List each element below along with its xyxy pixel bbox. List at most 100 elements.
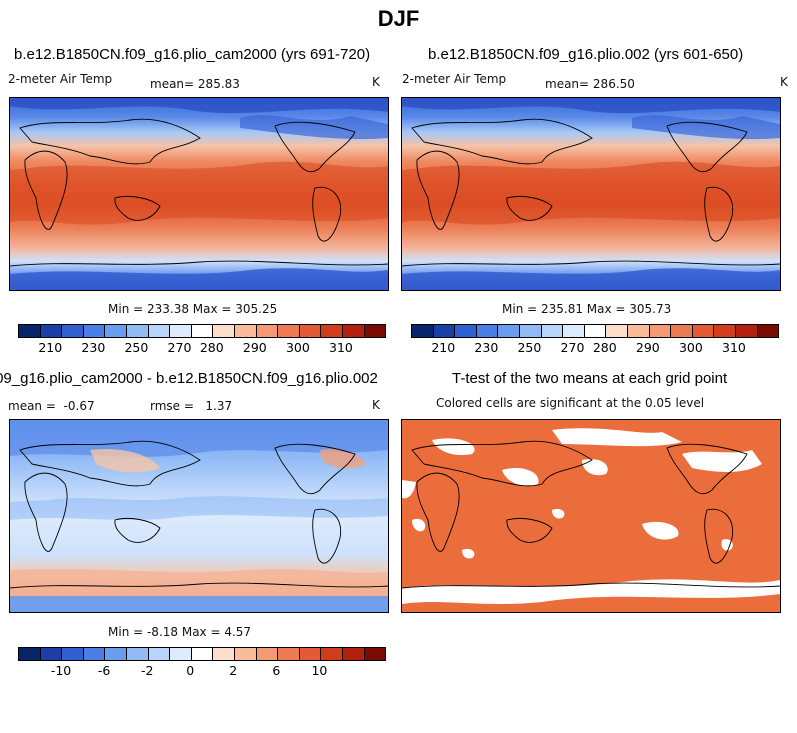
difference-colorbar-cell [126,648,149,660]
temperature-colorbar-cell [342,325,365,337]
difference-colorbar-cell [213,648,235,660]
temperature-colorbar-cell [627,325,650,337]
panel3-rmse: rmse = 1.37 [150,399,232,413]
temperature-colorbar-cell [433,325,456,337]
difference-colorbar-cell [148,648,171,660]
panel3-minmax: Min = -8.18 Max = 4.57 [108,625,252,639]
difference-colorbar [18,647,386,661]
figure-title: DJF [377,6,420,31]
temperature-colorbar-cell [170,325,192,337]
temperature-colorbar-cell [83,325,106,337]
temperature-colorbar-cell [148,325,171,337]
panel3-rmse-label: rmse = [150,399,194,413]
panel3-map [9,419,389,613]
temperature-colorbar-cell [412,325,434,337]
difference-colorbar-tick-label: -10 [50,663,72,678]
difference-colorbar-cell [170,648,192,660]
difference-colorbar-cell [40,648,63,660]
temperature-colorbar-cell [299,325,322,337]
difference-colorbar-cell [321,648,343,660]
difference-colorbar-tick-label: -2 [140,663,154,678]
panel1-title: b.e12.B1850CN.f09_g16.plio_cam2000 (yrs … [14,46,371,63]
temperature-colorbar-cell [455,325,477,337]
temperature-colorbar-tick-label: 210 [38,340,63,355]
temperature-colorbar-cell [584,325,607,337]
panel3-title: b.e12.B1850CN.f09_g16.plio_cam2000 - b.e… [0,370,378,387]
temperature-colorbar-tick-label: 280 [199,340,224,355]
temperature-colorbar-cell [364,325,386,337]
temperature-colorbar-cell [671,325,693,337]
temperature-colorbar-cell [519,325,542,337]
temperature-colorbar-cell [213,325,235,337]
difference-colorbar-cell [342,648,365,660]
difference-colorbar-tick-label: -6 [97,663,111,678]
panel2-mean: mean= 286.50 [545,77,635,91]
difference-colorbar-tick-label: 10 [311,663,328,678]
panel2-title: b.e12.B1850CN.f09_g16.plio.002 (yrs 601-… [428,46,744,63]
difference-colorbar-cell [299,648,322,660]
temperature-colorbar-cell [126,325,149,337]
temperature-colorbar-tick-label: 250 [124,340,149,355]
panel3-mean-value: -0.67 [63,399,95,413]
panel1-map [9,97,389,291]
temperature-colorbar-cell [105,325,127,337]
temperature-colorbar-tick-label: 250 [517,340,542,355]
panel4-significance-field [402,420,780,612]
difference-colorbar-cell [19,648,41,660]
temperature-colorbar-cell [649,325,672,337]
temperature-colorbar-cell [191,325,214,337]
panel1-mean-value: 285.83 [197,77,240,91]
difference-colorbar-cell [234,648,257,660]
panel3-mean: mean = -0.67 [8,399,95,413]
temperature-colorbar-left [18,324,386,338]
temperature-colorbar-cell [19,325,41,337]
difference-colorbar-cell [105,648,127,660]
panel2-units: K [780,75,788,89]
panel1-temperature-field [10,98,388,290]
panel2-mean-value: 286.50 [592,77,635,91]
panel1-minmax: Min = 233.38 Max = 305.25 [108,302,278,316]
difference-colorbar-cell [62,648,84,660]
temperature-colorbar-cell [692,325,715,337]
temperature-colorbar-tick-label: 300 [285,340,310,355]
temperature-colorbar-tick-label: 230 [474,340,499,355]
panel2-variable: 2-meter Air Temp [402,72,507,86]
temperature-colorbar-cell [278,325,300,337]
temperature-colorbar-cell [606,325,628,337]
panel2-map [401,97,781,291]
temperature-colorbar-cell [714,325,736,337]
panel3-units: K [372,398,380,412]
difference-colorbar-cell [191,648,214,660]
panel3-difference-field [10,420,388,612]
panel4-title: T-test of the two means at each grid poi… [452,370,728,387]
temperature-colorbar-tick-label: 290 [242,340,267,355]
difference-colorbar-cell [278,648,300,660]
temperature-colorbar-cell [40,325,63,337]
panel3-mean-label: mean = [8,399,56,413]
difference-colorbar-tick-label: 2 [229,663,238,678]
panel3-title-clip: b.e12.B1850CN.f09_g16.plio_cam2000 - b.e… [0,370,452,387]
temperature-colorbar-cell [757,325,779,337]
temperature-colorbar-cell [476,325,499,337]
temperature-colorbar-cell [256,325,279,337]
temperature-colorbar-cell [563,325,585,337]
temperature-colorbar-cell [321,325,343,337]
temperature-colorbar-cell [62,325,84,337]
difference-colorbar-cell [83,648,106,660]
panel2-minmax: Min = 235.81 Max = 305.73 [502,302,672,316]
panel2-temperature-field [402,98,780,290]
difference-colorbar-tick-label: 0 [186,663,195,678]
difference-colorbar-cell [256,648,279,660]
difference-colorbar-cell [364,648,386,660]
panel1-mean: mean= 285.83 [150,77,240,91]
temperature-colorbar-cell [234,325,257,337]
panel2-mean-label: mean= [545,77,590,91]
temperature-colorbar-tick-label: 270 [560,340,585,355]
temperature-colorbar-cell [735,325,758,337]
temperature-colorbar-tick-label: 290 [635,340,660,355]
temperature-colorbar-tick-label: 230 [81,340,106,355]
temperature-colorbar-tick-label: 310 [722,340,746,355]
panel1-variable: 2-meter Air Temp [8,72,113,86]
panel1-units: K [372,75,380,89]
panel3-rmse-value: 1.37 [205,399,233,413]
